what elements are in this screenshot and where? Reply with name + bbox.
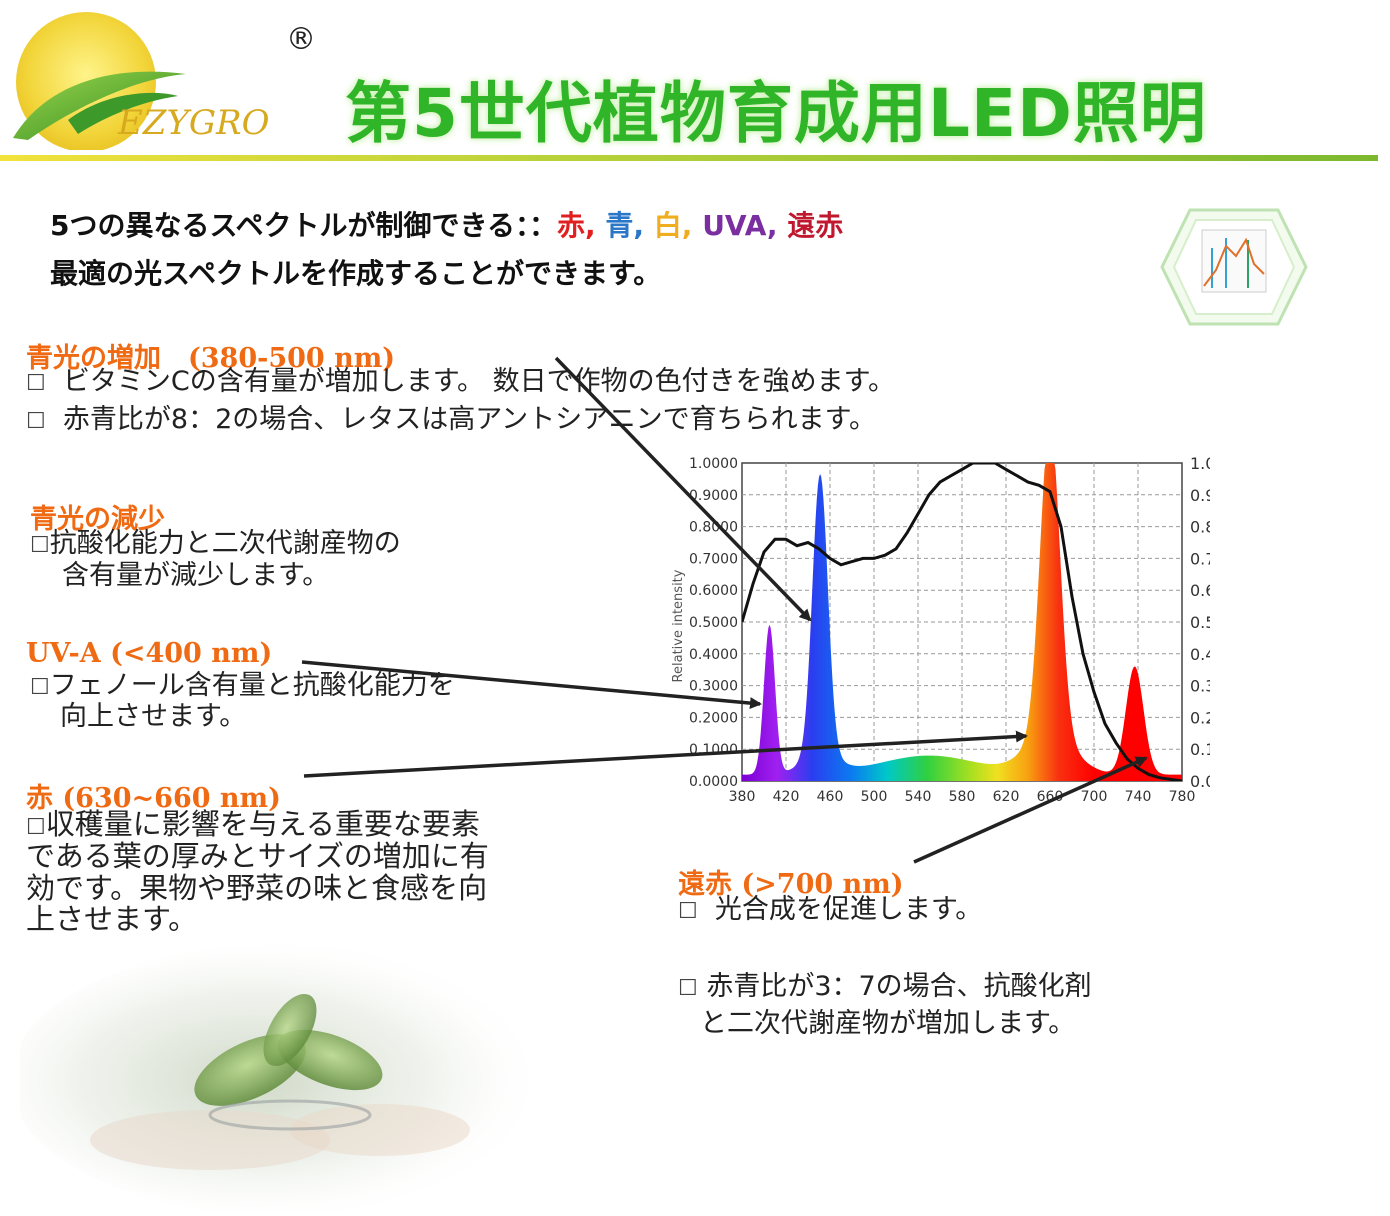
spectrum-uva: UVA [702, 209, 767, 242]
registered-mark: ® [286, 22, 316, 57]
blue-increase-line-1: ☐ ビタミンCの含有量が増加します。 数日で作物の色付きを強めます。 [26, 366, 895, 400]
far-red-line-2: ☐ 赤青比が3：7の場合、抗酸化剤 [678, 971, 1092, 1005]
text: 赤青比が8：2の場合、レタスは高アントシアニンで育ちられます。 [62, 404, 876, 435]
y-left-tick-label: 0.9000 [689, 488, 738, 504]
checkbox-icon: ☐ [30, 533, 50, 558]
separator: , [584, 209, 606, 242]
text: 光合成を促進します。 [714, 894, 983, 925]
blue-decrease-line-1: ☐抗酸化能力と二次代謝産物の [30, 528, 401, 562]
brand-logo: EZYGRO [13, 12, 270, 150]
y-axis-label: Relative intensity [671, 569, 686, 682]
red-line-4: 上させます。 [26, 902, 198, 936]
x-tick-label: 420 [773, 789, 800, 805]
x-tick-label: 380 [729, 789, 756, 805]
blue-decrease-line-2: 含有量が減少します。 [62, 560, 330, 591]
red-line-1: ☐収穫量に影響を与える重要な要素 [26, 808, 480, 844]
intro-line-2: 最適の光スペクトルを作成することができます。 [50, 257, 662, 290]
x-tick-label: 740 [1125, 789, 1152, 805]
y-right-tick-label: 0.6 [1190, 581, 1210, 600]
y-right-tick-label: 0.2 [1190, 708, 1210, 727]
text: 赤青比が3：7の場合、抗酸化剤 [706, 971, 1092, 1002]
y-left-tick-label: 0.5000 [689, 615, 738, 631]
uva-line-1: ☐フェノール含有量と抗酸化能力を [30, 670, 455, 704]
led-spectrum-area [742, 463, 1182, 781]
checkbox-icon: ☐ [678, 899, 698, 924]
y-left-tick-label: 0.4000 [689, 647, 738, 663]
far-red-line-1: ☐ 光合成を促進します。 [678, 894, 982, 928]
y-right-tick-label: 0.8 [1190, 518, 1210, 537]
blue-increase-line-2: ☐ 赤青比が8：2の場合、レタスは高アントシアニンで育ちられます。 [26, 404, 876, 438]
y-right-tick-label: 0.4 [1190, 645, 1210, 664]
x-tick-label: 620 [993, 789, 1020, 805]
y-left-tick-label: 0.3000 [689, 679, 738, 695]
brand-wordmark: EZYGRO [117, 103, 270, 143]
spectrum-chart-icon [1160, 208, 1308, 326]
checkbox-icon: ☐ [30, 675, 50, 700]
y-right-tick-label: 0.9 [1190, 486, 1210, 505]
separator: , [681, 209, 703, 242]
y-right-tick-label: 0.3 [1190, 677, 1210, 696]
x-tick-label: 660 [1037, 789, 1064, 805]
y-right-tick-labels: 1.0 0.9 0.8 0.7 0.6 0.5 0.4 0.3 0.2 0.1 0.0 [1190, 454, 1210, 791]
spectrum-blue: 青 [605, 209, 634, 242]
y-left-tick-label: 1.0000 [689, 456, 738, 472]
y-right-tick-label: 1.0 [1190, 454, 1210, 473]
checkbox-icon: ☐ [26, 371, 46, 396]
page-title: 第5世代植物育成用LED照明 [345, 75, 1207, 152]
x-tick-label: 540 [905, 789, 932, 805]
uva-line-2: 向上させます。 [60, 701, 247, 732]
x-tick-label: 460 [817, 789, 844, 805]
intro-prefix: 5つの異なるスペクトルが制御できる：： [50, 209, 557, 242]
heading-red: 赤 (630~660 nm) [26, 783, 281, 814]
text: ビタミンCの含有量が増加します。 数日で作物の色付きを強めます。 [62, 366, 895, 397]
heading-blue-increase: 青光の増加 (380-500 nm) [26, 343, 396, 374]
y-right-tick-label: 0.1 [1190, 740, 1210, 759]
y-right-tick-label: 0.7 [1190, 549, 1210, 568]
title-divider [0, 155, 1378, 161]
text: 収穫量に影響を与える重要な要素 [45, 807, 480, 841]
checkbox-icon: ☐ [26, 815, 46, 840]
spectrum-far-red: 遠赤 [787, 209, 844, 242]
text: 抗酸化能力と二次代謝産物の [49, 528, 401, 559]
spectrum-red: 赤 [556, 209, 585, 242]
red-line-2: である葉の厚みとサイズの増加に有 [26, 839, 489, 873]
y-left-tick-label: 0.7000 [689, 551, 738, 567]
far-red-line-3: と二次代謝産物が増加します。 [700, 1008, 1076, 1039]
x-tick-labels: 380 420 460 500 540 580 620 660 700 740 780 [729, 789, 1196, 805]
y-right-tick-label: 0.0 [1190, 772, 1210, 791]
heading-far-red: 遠赤 (>700 nm) [678, 869, 904, 900]
y-right-tick-label: 0.5 [1190, 613, 1210, 632]
y-left-tick-label: 0.6000 [689, 583, 738, 599]
checkbox-icon: ☐ [678, 976, 698, 1001]
separator: , [766, 209, 788, 242]
heading-uva: UV-A (<400 nm) [26, 638, 273, 669]
spectrum-chart: 380 420 460 500 540 580 620 660 700 740 780 1.0000… [671, 454, 1210, 805]
heading-blue-decrease: 青光の減少 [30, 504, 165, 535]
y-left-tick-label: 0.0000 [689, 774, 738, 790]
absorption-curve [742, 463, 1182, 781]
checkbox-icon: ☐ [26, 409, 46, 434]
text: フェノール含有量と抗酸化能力を [49, 670, 455, 701]
y-left-tick-labels: 1.0000 0.9000 0.8000 0.7000 0.6000 0.5000 0.40… [689, 456, 738, 790]
red-line-3: 効です。果物や野菜の味と食感を向 [26, 871, 488, 905]
x-tick-label: 580 [949, 789, 976, 805]
x-tick-label: 500 [861, 789, 888, 805]
y-left-tick-label: 0.1000 [689, 742, 738, 758]
y-left-tick-label: 0.8000 [689, 520, 738, 536]
plant-photo [20, 945, 550, 1210]
spectrum-white: 白 [653, 209, 682, 242]
intro-line-1: 5つの異なるスペクトルが制御できる：：赤, 青, 白, UVA, 遠赤 [50, 204, 843, 244]
y-left-tick-label: 0.2000 [689, 710, 738, 726]
x-tick-label: 780 [1169, 789, 1196, 805]
x-tick-label: 700 [1081, 789, 1108, 805]
separator: , [633, 209, 654, 242]
